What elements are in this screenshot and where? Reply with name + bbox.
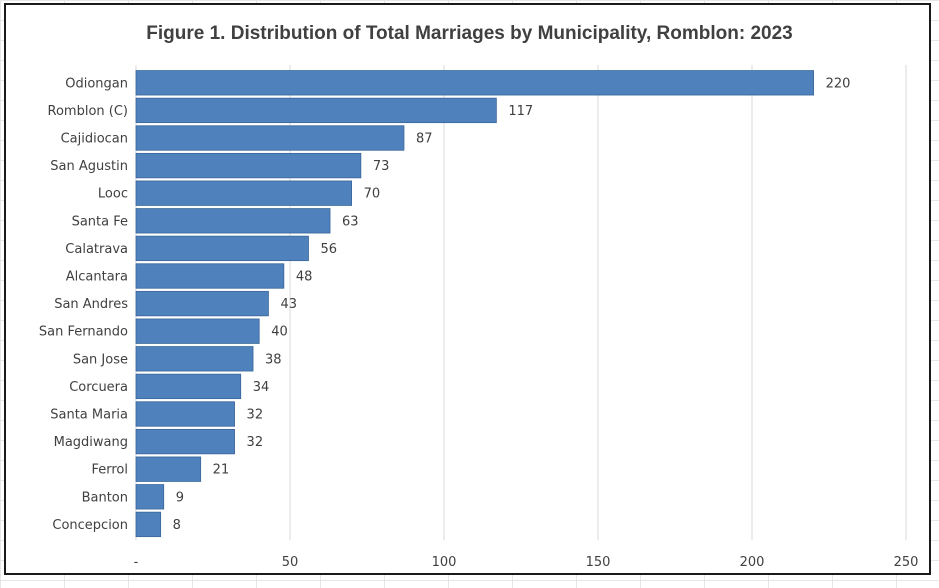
data-label-11: 34 <box>253 380 270 395</box>
bar-13 <box>135 428 235 455</box>
category-label-6: Calatrava <box>65 242 128 257</box>
category-label-14: Ferrol <box>91 463 128 478</box>
labels: - 50 100 150 200 250 Odiongan 220 Romblon (C) 117… <box>39 76 919 570</box>
data-label-6: 56 <box>320 242 337 257</box>
category-label-9: San Fernando <box>39 325 128 340</box>
category-label-12: Santa Maria <box>50 408 128 423</box>
x-tick-label-0: - <box>134 555 139 570</box>
data-label-2: 87 <box>416 132 433 147</box>
data-label-9: 40 <box>271 325 288 340</box>
data-label-7: 48 <box>296 270 313 285</box>
data-label-15: 9 <box>176 490 184 505</box>
chart-title: Figure 1. Distribution of Total Marriage… <box>146 23 793 44</box>
x-tick-label-5: 250 <box>894 555 919 570</box>
category-label-11: Corcuera <box>69 380 128 395</box>
bar-16 <box>135 511 162 538</box>
chart-frame[interactable]: Figure 1. Distribution of Total Marriage… <box>4 3 931 575</box>
category-label-7: Alcantara <box>66 270 128 285</box>
bar-0 <box>135 70 814 96</box>
x-tick-label-3: 150 <box>586 555 611 570</box>
x-tick-label-2: 100 <box>432 555 457 570</box>
bar-12 <box>135 401 235 427</box>
data-label-3: 73 <box>373 159 390 174</box>
bar-9 <box>135 318 260 344</box>
data-label-14: 21 <box>213 463 230 478</box>
bar-10 <box>135 346 254 372</box>
bar-8 <box>135 290 269 317</box>
bar-chart: - 50 100 150 200 250 Odiongan 220 Romblon (C) 117… <box>39 65 919 570</box>
category-label-3: San Agustin <box>50 159 128 174</box>
category-label-8: San Andres <box>54 297 128 312</box>
bar-11 <box>135 373 242 400</box>
bars <box>135 70 814 538</box>
data-label-5: 63 <box>342 214 359 229</box>
bar-6 <box>135 235 309 262</box>
bar-14 <box>135 456 202 482</box>
data-label-10: 38 <box>265 352 282 367</box>
category-label-5: Santa Fe <box>72 214 128 229</box>
data-label-0: 220 <box>826 76 851 91</box>
data-label-4: 70 <box>364 187 381 202</box>
bar-15 <box>135 484 165 510</box>
category-label-4: Looc <box>98 187 128 202</box>
x-tick-label-4: 200 <box>740 555 765 570</box>
data-label-13: 32 <box>247 435 264 450</box>
data-label-12: 32 <box>247 408 264 423</box>
category-label-13: Magdiwang <box>54 435 128 450</box>
category-label-2: Cajidiocan <box>61 132 128 147</box>
data-label-8: 43 <box>280 297 297 312</box>
bar-4 <box>135 180 353 206</box>
bar-3 <box>135 152 362 179</box>
x-tick-label-1: 50 <box>282 555 299 570</box>
bar-5 <box>135 208 331 234</box>
data-label-16: 8 <box>173 518 181 533</box>
bar-2 <box>135 125 405 151</box>
category-label-1: Romblon (C) <box>48 104 128 119</box>
bar-1 <box>135 97 497 124</box>
bar-7 <box>135 263 285 289</box>
category-label-10: San Jose <box>73 352 128 367</box>
category-label-0: Odiongan <box>65 76 128 91</box>
data-label-1: 117 <box>508 104 533 119</box>
category-label-15: Banton <box>82 490 128 505</box>
category-label-16: Concepcion <box>52 518 128 533</box>
